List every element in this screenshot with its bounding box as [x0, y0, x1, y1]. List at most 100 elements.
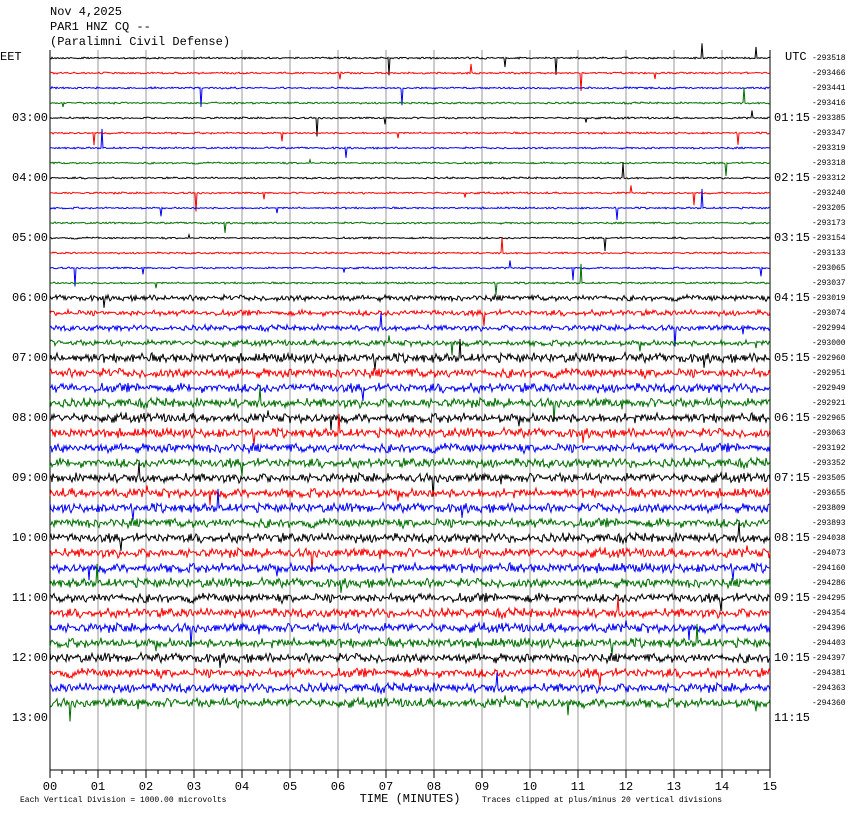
trace [49, 237, 771, 255]
x-tick-label: 02 [139, 780, 153, 794]
trace-offset: -294286 [812, 579, 846, 588]
x-tick-label: 05 [283, 780, 297, 794]
trace [49, 563, 771, 593]
left-hour: 05:00 [12, 231, 48, 245]
trace [49, 597, 771, 621]
right-hour: 07:15 [774, 471, 810, 485]
trace [49, 188, 771, 220]
x-tick-label: 01 [91, 780, 105, 794]
trace-offset: -292921 [812, 399, 846, 408]
right-hour: 09:15 [774, 591, 810, 605]
trace [49, 307, 771, 326]
trace [50, 516, 771, 530]
trace [49, 366, 771, 380]
trace-offset: -292949 [812, 384, 846, 393]
trace [49, 157, 771, 176]
x-tick-label: 09 [475, 780, 489, 794]
trace-offset: -293133 [812, 249, 846, 258]
x-tick-label: 14 [715, 780, 729, 794]
trace [49, 63, 771, 92]
x-axis-label: TIME (MINUTES) [360, 792, 461, 806]
trace [49, 672, 771, 696]
x-tick-label: 03 [187, 780, 201, 794]
trace-offset: -293037 [812, 279, 846, 288]
right-hour: 03:15 [774, 231, 810, 245]
trace [49, 131, 771, 146]
trace-offset: -293154 [812, 234, 846, 243]
trace [49, 263, 771, 295]
right-hour: 06:15 [774, 411, 810, 425]
title-line: PAR1 HNZ CQ -- [50, 20, 151, 34]
trace [49, 488, 771, 520]
trace-offset: -294073 [812, 549, 846, 558]
x-tick-label: 11 [571, 780, 585, 794]
trace [49, 410, 771, 431]
x-tick-label: 10 [523, 780, 537, 794]
trace [49, 85, 771, 107]
trace [49, 561, 770, 581]
right-hour: 04:15 [774, 291, 810, 305]
left-hour: 13:00 [12, 711, 48, 725]
right-hour: 05:15 [774, 351, 810, 365]
trace [49, 312, 771, 347]
trace-offset: -294360 [812, 699, 846, 708]
trace [49, 335, 771, 356]
left-hour: 06:00 [12, 291, 48, 305]
trace [50, 413, 771, 445]
left-hour: 09:00 [12, 471, 48, 485]
trace-offset: -293655 [812, 489, 846, 498]
trace-offset: -293000 [812, 339, 846, 348]
x-tick-label: 12 [619, 780, 633, 794]
trace-offset: -293063 [812, 429, 846, 438]
trace-offset: -292994 [812, 324, 846, 333]
trace [49, 185, 771, 212]
left-zone: EET [0, 50, 22, 64]
trace-offset: -294396 [812, 624, 846, 633]
trace-offset: -293809 [812, 504, 846, 513]
trace-offset: -294403 [812, 639, 846, 648]
x-tick-label: 04 [235, 780, 249, 794]
right-hour: 10:15 [774, 651, 810, 665]
trace-offset: -293347 [812, 129, 846, 138]
trace [49, 666, 771, 686]
left-hour: 04:00 [12, 171, 48, 185]
trace-offset: -293466 [812, 69, 846, 78]
trace-offset: -293441 [812, 84, 846, 93]
right-hour: 01:15 [774, 111, 810, 125]
trace-offset: -293074 [812, 309, 846, 318]
trace [49, 462, 771, 497]
left-hour: 08:00 [12, 411, 48, 425]
trace-offset: -292965 [812, 414, 846, 423]
trace [49, 87, 771, 108]
trace-offset: -293505 [812, 474, 846, 483]
trace-offset: -293352 [812, 459, 846, 468]
trace [49, 232, 771, 251]
trace-offset: -293173 [812, 219, 846, 228]
trace [49, 221, 771, 233]
trace-offset: -293192 [812, 444, 846, 453]
trace-offset: -293318 [812, 159, 846, 168]
trace-offset: -294397 [812, 654, 846, 663]
trace-offset: -294354 [812, 609, 846, 618]
trace [49, 381, 771, 401]
trace [49, 441, 771, 455]
trace-offset: -293319 [812, 144, 846, 153]
clip-note: Traces clipped at plus/minus 20 vertical… [482, 796, 722, 805]
left-hour: 12:00 [12, 651, 48, 665]
trace-offset: -294295 [812, 594, 846, 603]
trace [49, 128, 771, 158]
trace [49, 110, 771, 137]
trace-offset: -294038 [812, 534, 846, 543]
trace-offset: -293240 [812, 189, 846, 198]
trace [49, 485, 771, 506]
x-tick-label: 15 [763, 780, 777, 794]
trace-offset: -293518 [812, 54, 846, 63]
x-tick-label: 06 [331, 780, 345, 794]
trace-offset: -294160 [812, 564, 846, 573]
trace-offset: -293416 [812, 99, 846, 108]
trace [49, 338, 771, 370]
trace [49, 650, 771, 668]
trace-offset: -292951 [812, 369, 846, 378]
